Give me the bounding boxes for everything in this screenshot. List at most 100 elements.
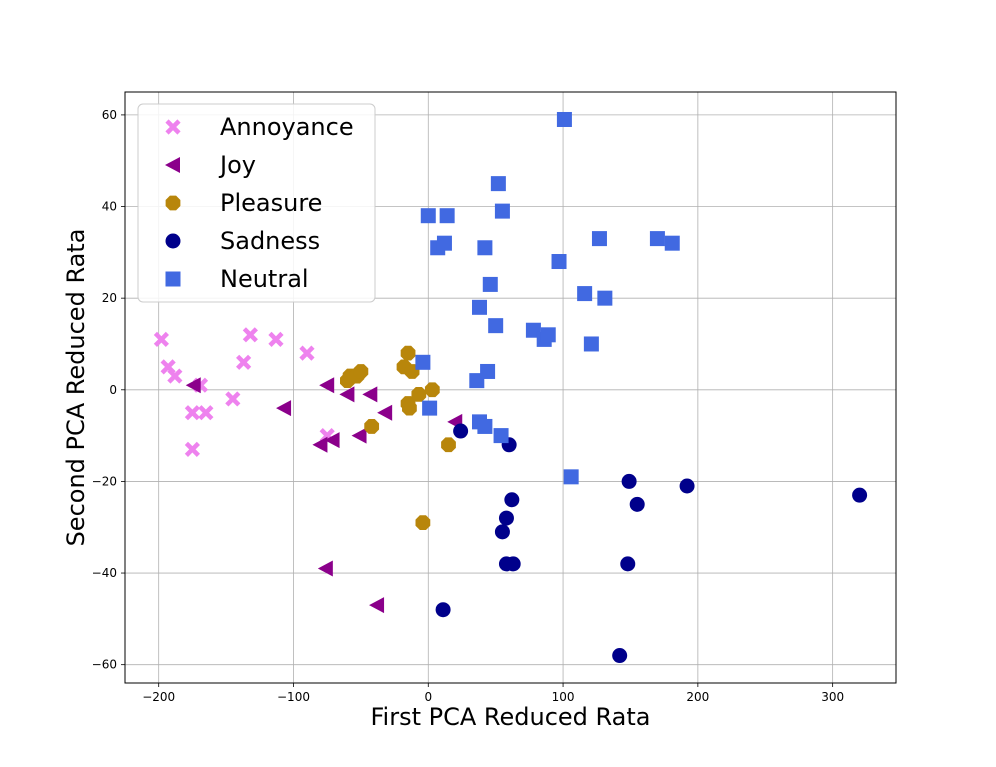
point-neutral [422,400,438,416]
y-tick-label: 0 [109,383,117,397]
point-sadness [679,478,695,494]
point-joy [312,436,328,453]
point-joy [362,386,378,403]
x-tick-label: 300 [821,690,844,704]
series-neutral [415,111,680,485]
point-sadness [629,496,645,512]
point-neutral [439,208,455,224]
point-annoyance [268,331,284,347]
point-sadness [435,602,451,618]
point-neutral [649,231,665,247]
point-annoyance [153,331,169,347]
point-sadness [494,524,510,540]
point-neutral [540,327,556,343]
data-points [153,111,868,664]
y-tick-label: −20 [92,474,117,488]
series-sadness [435,423,868,664]
point-annoyance [184,405,200,421]
point-sadness [620,556,636,572]
point-pleasure [424,382,440,398]
point-sadness [852,487,868,503]
x-tick-label: 100 [552,690,575,704]
point-neutral [477,418,493,434]
x-tick-label: 0 [424,690,432,704]
point-joy [377,404,393,421]
point-sadness [453,423,469,439]
point-joy [351,427,367,444]
legend-item-neutral: Neutral [165,265,309,293]
point-pleasure [441,437,456,453]
point-neutral [664,235,680,251]
point-joy [317,560,333,577]
point-neutral [577,286,593,302]
point-sadness [498,510,514,526]
point-neutral [471,299,487,315]
y-tick-label: 60 [102,108,117,122]
y-axis-title: Second PCA Reduced Rata [62,229,90,547]
point-neutral [597,290,613,306]
point-pleasure [364,419,380,434]
point-neutral [436,235,452,251]
legend-label-pleasure: Pleasure [220,189,322,217]
y-tick-label: −60 [92,658,117,672]
legend-item-sadness: Sadness [165,227,320,255]
point-pleasure [353,364,369,379]
point-sadness [504,492,520,508]
point-neutral [480,363,496,379]
legend-item-annoyance: Annoyance [165,113,354,141]
point-neutral [551,254,567,270]
legend-marker-annoyance [165,119,181,135]
point-annoyance [225,391,241,407]
point-neutral [488,318,504,334]
legend-marker-neutral [165,271,181,287]
point-annoyance [236,354,252,370]
point-annoyance [242,327,258,343]
legend-marker-pleasure [165,195,181,211]
series-annoyance [153,327,335,457]
point-joy [276,400,292,417]
legend-marker-joy [165,157,180,173]
point-joy [369,597,385,614]
point-annoyance [184,441,200,457]
point-neutral [494,203,510,219]
point-joy [185,377,201,394]
point-pleasure [400,345,416,361]
y-tick-label: −40 [92,566,117,580]
legend-label-sadness: Sadness [220,227,320,255]
point-neutral [477,240,493,256]
series-joy [185,377,463,614]
x-tick-label: 200 [686,690,709,704]
legend: Annoyance Joy Pleasure Sadness Neutral [137,103,376,303]
x-tick-label: −200 [142,690,175,704]
point-sadness [621,473,637,489]
point-sadness [612,648,628,664]
point-neutral [556,111,572,127]
point-sadness [505,556,521,572]
point-joy [319,377,335,394]
x-tick-label: −100 [277,690,310,704]
point-neutral [493,428,509,444]
legend-label-annoyance: Annoyance [220,113,354,141]
point-annoyance [299,345,315,361]
point-pleasure [411,386,427,402]
legend-marker-sadness [165,233,181,249]
legend-label-joy: Joy [218,151,256,179]
point-neutral [420,208,436,224]
legend-box [137,103,376,303]
y-tick-label: 40 [102,200,117,214]
x-axis-title: First PCA Reduced Rata [370,703,650,731]
legend-item-pleasure: Pleasure [165,189,322,217]
plot-area-frame [124,91,897,684]
point-neutral [415,354,431,370]
legend-item-joy: Joy [165,151,256,179]
point-annoyance [198,405,214,421]
series-pleasure [340,345,456,531]
point-neutral [490,176,506,192]
y-tick-label: 20 [102,291,117,305]
point-annoyance [167,368,183,384]
point-neutral [563,469,579,485]
point-joy [324,432,340,449]
point-neutral [591,231,607,247]
